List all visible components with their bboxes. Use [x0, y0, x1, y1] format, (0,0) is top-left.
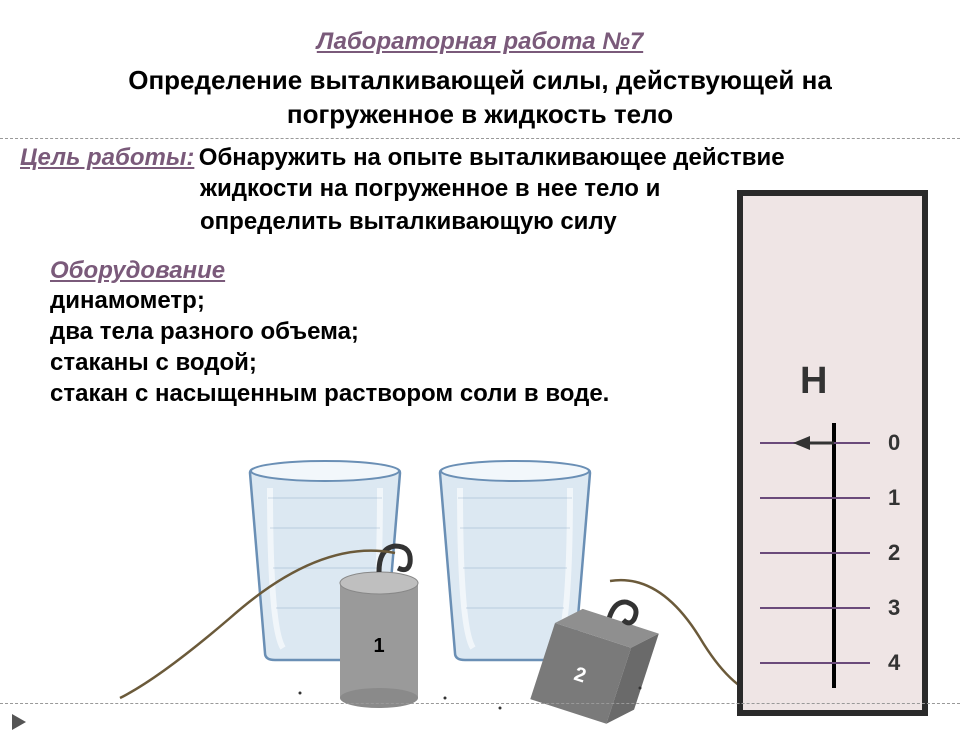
dynamometer-pointer-icon — [793, 436, 810, 450]
tick-4: 4 — [888, 650, 901, 675]
equipment-item-4: стакан с насыщенным раствором соли в вод… — [50, 378, 940, 409]
equipment-label: Оборудование — [50, 257, 940, 285]
goal-text: Обнаружить на опыте выталкивающее действ… — [199, 144, 785, 171]
string-2-icon — [610, 580, 760, 696]
goal-label: Цель работы: — [20, 144, 194, 171]
goal-text-line2: жидкости на погруженное в нее тело и — [200, 172, 940, 206]
equipment-section: Оборудование динамометр; два тела разног… — [50, 257, 940, 410]
goal-section: Цель работы: Обнаружить на опыте выталки… — [20, 144, 940, 239]
tick-2: 2 — [888, 540, 900, 565]
page-root: Лабораторная работа №7 Определение вытал… — [0, 28, 960, 748]
divider-top — [0, 138, 960, 139]
cube-weight-icon: 2 — [530, 583, 665, 731]
lab-title: Лабораторная работа №7 — [0, 28, 960, 56]
glass-2-icon — [440, 461, 590, 660]
equipment-item-3: стаканы с водой; — [50, 347, 940, 378]
divider-bottom — [0, 703, 960, 704]
slide-pointer-icon — [12, 714, 26, 730]
string-1-icon — [120, 551, 395, 698]
glass-1-icon — [250, 461, 400, 660]
cube-label: 2 — [571, 663, 588, 687]
equipment-item-1: динамометр; — [50, 285, 940, 316]
tick-3: 3 — [888, 595, 900, 620]
cylinder-weight-icon: 1 — [340, 546, 418, 708]
equipment-item-2: два тела разного объема; — [50, 316, 940, 347]
lab-subtitle: Определение выталкивающей силы, действую… — [50, 64, 910, 132]
cylinder-label: 1 — [373, 635, 384, 657]
goal-text-line3: определить выталкивающую силу — [200, 205, 940, 239]
tick-0: 0 — [888, 430, 900, 455]
tick-1: 1 — [888, 485, 900, 510]
